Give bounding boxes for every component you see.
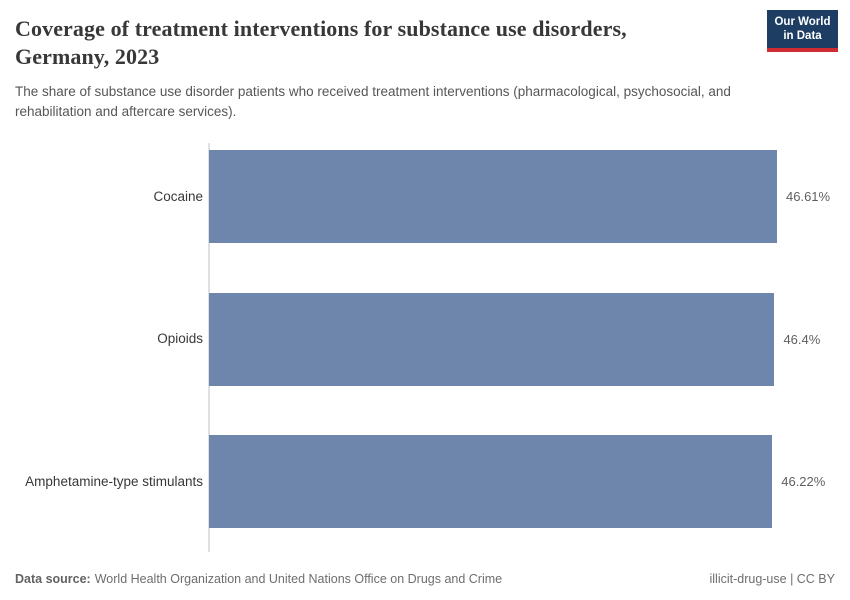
- category-label: Cocaine: [153, 188, 203, 204]
- data-source-label: Data source:: [15, 572, 91, 586]
- value-label: 46.61%: [786, 189, 831, 204]
- plot-area: Cocaine 46.61% Opioids 46.4% Amphetamine-typ…: [0, 143, 850, 552]
- chart-subtitle: The share of substance use disorder pati…: [15, 84, 731, 119]
- bar-row: Cocaine 46.61%: [0, 143, 850, 286]
- chart-footer: Data source: World Health Organization an…: [15, 571, 835, 587]
- chart-header: Coverage of treatment interventions for …: [15, 15, 750, 122]
- bar-row: Opioids 46.4%: [0, 286, 850, 429]
- category-label: Opioids: [157, 331, 203, 346]
- chart-title-line-1: Coverage of treatment interventions for …: [15, 16, 627, 41]
- bar[interactable]: [209, 150, 777, 243]
- data-source-note: Data source: World Health Organization an…: [15, 571, 502, 587]
- bar[interactable]: [209, 292, 775, 386]
- owid-logo[interactable]: Our World in Data: [767, 10, 838, 52]
- y-axis-line: [208, 143, 210, 552]
- chart-title: Coverage of treatment interventions for …: [15, 15, 750, 71]
- chart-title-line-2: Germany, 2023: [15, 44, 160, 69]
- owid-logo-line-1: Our World: [774, 16, 831, 28]
- owid-logo-line-2: in Data: [783, 30, 822, 42]
- data-source-text: World Health Organization and United Nat…: [94, 572, 503, 586]
- category-label: Amphetamine-type stimulants: [25, 473, 203, 489]
- bar-row: Amphetamine-type stimulants 46.22%: [0, 428, 850, 571]
- license-note[interactable]: illicit-drug-use | CC BY: [709, 572, 835, 586]
- value-label: 46.22%: [781, 474, 826, 489]
- value-label: 46.4%: [783, 331, 821, 347]
- bar[interactable]: [209, 435, 773, 528]
